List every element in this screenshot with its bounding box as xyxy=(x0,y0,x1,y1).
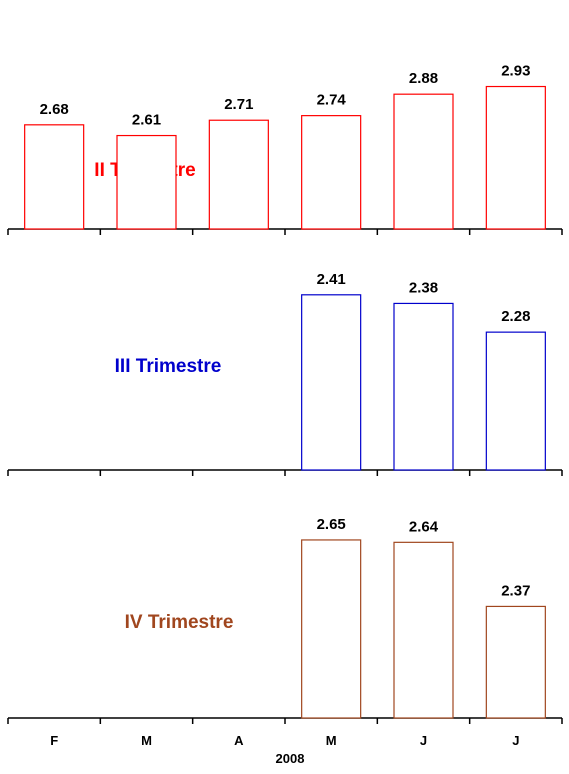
data-label: 2.28 xyxy=(501,308,530,325)
data-label: 2.68 xyxy=(40,101,69,118)
bar xyxy=(301,294,362,471)
data-label: 2.93 xyxy=(501,63,530,80)
panel-iii-trimestre: III Trimestre 2.41 2.38 2.28 xyxy=(7,271,563,476)
x-tick-label: J xyxy=(512,733,519,748)
data-label: 2.41 xyxy=(317,271,346,288)
x-tick-label: J xyxy=(420,733,427,748)
x-tick-label: F xyxy=(50,733,58,748)
data-label: 2.74 xyxy=(317,92,347,109)
bar xyxy=(393,302,454,471)
panel-title-iii-trimestre: III Trimestre xyxy=(115,356,222,377)
panel-title-iv-trimestre: IV Trimestre xyxy=(125,612,234,633)
bar xyxy=(208,119,269,230)
x-tick-label: M xyxy=(141,733,152,748)
x-axis-year-label: 2008 xyxy=(276,751,305,766)
bar xyxy=(485,605,546,719)
bar xyxy=(485,331,546,471)
bar xyxy=(301,115,362,230)
bar xyxy=(301,539,362,719)
data-label: 2.61 xyxy=(132,112,161,129)
panel-iv-trimestre: IV Trimestre 2.65 2.64 2.37 xyxy=(7,516,563,724)
bar xyxy=(393,93,454,230)
data-label: 2.38 xyxy=(409,279,438,296)
bar xyxy=(24,124,85,230)
bar xyxy=(393,541,454,719)
data-label: 2.37 xyxy=(501,582,530,599)
data-label: 2.71 xyxy=(224,96,253,113)
x-axis-labels: 2008 F M A M J J xyxy=(50,733,519,766)
data-label: 2.88 xyxy=(409,70,438,87)
data-label: 2.64 xyxy=(409,518,439,535)
bar xyxy=(116,134,177,230)
x-tick-label: M xyxy=(326,733,337,748)
data-label: 2.65 xyxy=(317,516,346,533)
bar xyxy=(485,85,546,230)
panel-ii-trimestre: II Trimestre 2.682.612.712.742.882.93 xyxy=(7,63,563,235)
x-tick-label: A xyxy=(234,733,244,748)
